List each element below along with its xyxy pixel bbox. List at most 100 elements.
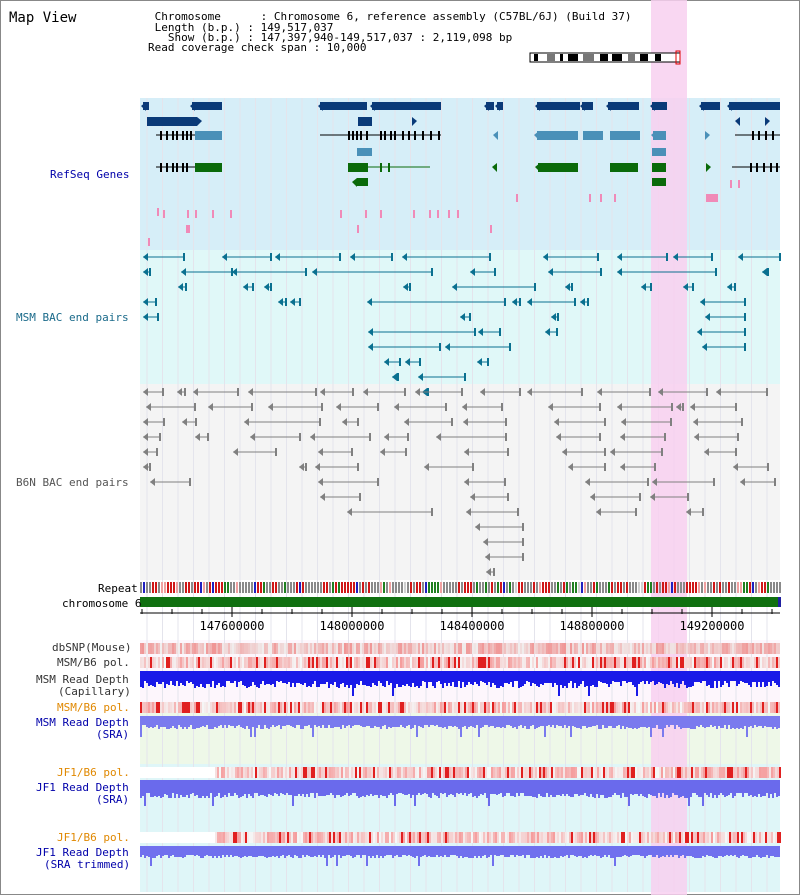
jf1-depth-sra-bar — [174, 780, 176, 798]
jf1-depth-sra-bar — [494, 780, 496, 794]
repeat-feature — [515, 582, 517, 593]
jf1-pol2-cell — [477, 832, 479, 843]
msm-depth-sra-bar — [604, 716, 606, 728]
pink-feature — [186, 225, 188, 233]
jf1-pol-cell — [439, 767, 441, 778]
repeat-feature — [464, 582, 466, 593]
dbsnp-label[interactable]: dbSNP(Mouse) — [52, 641, 131, 654]
repeat-feature — [668, 582, 670, 593]
jf1-pol2-cell — [485, 832, 487, 843]
jf1-depth-sra-bar — [398, 780, 400, 793]
msm-pol2-cell — [178, 702, 180, 713]
msm-pol2-cell — [424, 702, 426, 713]
msm-depth-sra-bar — [586, 716, 588, 728]
msm-pol2-cell — [732, 702, 734, 713]
jf1-pol2-cell — [393, 832, 395, 843]
msm-depth-sra-bar — [766, 716, 768, 727]
repeat-feature — [674, 582, 676, 593]
chromosome-label: chromosome 6 — [62, 597, 141, 610]
jf1-depth-trim-bar — [296, 846, 298, 856]
jf1-depth-sra-bar — [150, 780, 152, 797]
msm-depth-capillary-bar — [646, 671, 648, 681]
bac-end-right — [397, 373, 399, 381]
jf1-pol2-label[interactable]: JF1/B6 pol. — [57, 831, 130, 844]
msm-depth-sra-sub: (SRA) — [96, 728, 129, 741]
repeat-feature — [167, 582, 169, 593]
jf1-pol-cell — [731, 767, 733, 778]
gene-block — [192, 102, 222, 110]
jf1-depth-trim-bar — [458, 846, 460, 858]
msm-pol-label[interactable]: MSM/B6 pol. — [57, 656, 130, 669]
msm-depth-sra-bar — [540, 716, 542, 726]
msm-pol2-cell — [286, 702, 288, 713]
jf1-depth-sra-bar — [372, 780, 374, 796]
dbsnp-cell — [304, 643, 306, 654]
msm-depth-sra-bar — [420, 716, 422, 727]
jf1-pol-cell — [261, 767, 263, 778]
msm-depth-sra-bar — [208, 716, 210, 729]
msm-depth-capillary-bar — [468, 671, 470, 682]
dbsnp-cell — [616, 643, 618, 654]
msm-pol2-cell — [640, 702, 642, 713]
genome-browser-canvas[interactable]: 147600000 148000000 148400000 148800000 1492… — [0, 0, 800, 895]
msm-depth-capillary-bar — [528, 671, 530, 682]
b6n-bac-label[interactable]: B6N BAC end pairs — [16, 476, 129, 489]
msm-pol2-cell — [772, 702, 774, 713]
msm-depth-capillary-bar — [316, 671, 318, 687]
jf1-pol-cell — [343, 767, 345, 778]
jf1-depth-trim-bar — [582, 846, 584, 858]
msm-depth-sra-bar — [608, 716, 610, 726]
repeat-feature — [713, 582, 715, 593]
msm-depth-capillary-bar — [380, 671, 382, 683]
jf1-depth-sra-bar — [700, 780, 702, 797]
jf1-depth-sra-bar — [432, 780, 434, 793]
msm-bac-label[interactable]: MSM BAC end pairs — [16, 311, 129, 324]
dbsnp-cell — [318, 643, 320, 654]
dbsnp-cell — [414, 643, 416, 654]
jf1-pol-cell — [513, 767, 515, 778]
jf1-pol-cell — [229, 767, 231, 778]
msm-pol2-cell — [584, 702, 586, 713]
dbsnp-cell — [480, 643, 482, 654]
msm-depth-sra-bar — [446, 716, 448, 729]
jf1-pol2-cell — [237, 832, 239, 843]
msm-pol-cell — [720, 657, 722, 668]
msm-depth-sra-bar — [480, 716, 482, 728]
msm-depth-capillary-bar — [728, 671, 730, 687]
msm-pol2-cell — [214, 702, 216, 713]
msm-pol-cell — [396, 657, 398, 668]
jf1-depth-sra-bar — [426, 780, 428, 794]
jf1-pol-cell — [441, 767, 443, 778]
msm-depth-sra-bar — [264, 716, 266, 725]
msm-pol2-cell — [726, 702, 728, 713]
jf1-pol-label[interactable]: JF1/B6 pol. — [57, 766, 130, 779]
jf1-pol-cell — [283, 767, 285, 778]
jf1-depth-sra-bar — [272, 780, 274, 796]
repeat-feature — [194, 582, 196, 593]
repeat-feature — [254, 582, 256, 593]
jf1-depth-sra-bar — [666, 780, 668, 795]
msm-pol-cell — [550, 657, 552, 668]
msm-depth-sra-bar — [300, 716, 302, 729]
jf1-depth-trim-bar — [624, 846, 626, 855]
jf1-pol2-cell — [377, 832, 379, 843]
msm-pol2-cell — [614, 702, 616, 713]
msm-depth-sra-bar — [720, 716, 722, 728]
refseq-genes-label[interactable]: RefSeq Genes — [50, 168, 129, 181]
msm-depth-sra-bar — [456, 716, 458, 727]
dbsnp-cell — [376, 643, 378, 654]
jf1-pol-cell — [299, 767, 301, 778]
repeat-feature — [497, 582, 499, 593]
dbsnp-cell — [606, 643, 608, 654]
jf1-pol-cell — [305, 767, 307, 778]
msm-pol2-cell — [296, 702, 298, 713]
repeat-feature — [533, 582, 535, 593]
msm-depth-sra-bar — [678, 716, 680, 727]
msm-depth-sra-bar — [758, 716, 760, 726]
gene-exon — [390, 131, 392, 140]
msm-pol2-cell — [410, 702, 412, 713]
repeat-feature — [458, 582, 460, 593]
jf1-depth-sra-bar — [220, 780, 222, 798]
msm-pol2-label[interactable]: MSM/B6 pol. — [57, 701, 130, 714]
repeat-feature — [158, 582, 160, 593]
